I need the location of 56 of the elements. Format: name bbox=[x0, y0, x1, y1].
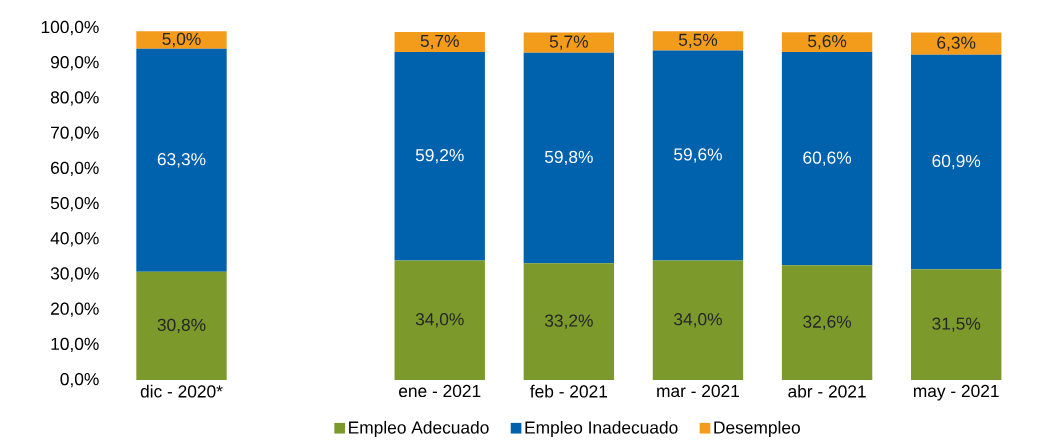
data-label: 5,7% bbox=[549, 35, 588, 50]
y-tick-label: 40,0% bbox=[50, 232, 99, 247]
bar bbox=[394, 31, 485, 52]
bar bbox=[136, 48, 227, 272]
data-label: 5,7% bbox=[420, 34, 459, 49]
bar bbox=[394, 260, 485, 381]
x-tick-label: dic - 2020* bbox=[140, 384, 223, 398]
data-label: 30,8% bbox=[157, 318, 206, 333]
data-label: 5,0% bbox=[162, 32, 201, 48]
data-label: 59,6% bbox=[674, 148, 722, 163]
data-label: 59,2% bbox=[415, 148, 464, 164]
bar bbox=[652, 50, 744, 261]
legend-label: Empleo Adecuado bbox=[349, 420, 489, 438]
y-tick-label: 60,0% bbox=[51, 161, 99, 176]
data-label: 31,5% bbox=[932, 317, 981, 332]
data-label: 59,8% bbox=[544, 150, 593, 166]
bar bbox=[781, 51, 873, 266]
y-tick-label: 30,0% bbox=[50, 267, 99, 282]
y-tick-label: 0,0% bbox=[60, 372, 99, 388]
legend-label: Desempleo bbox=[714, 420, 800, 438]
bar bbox=[394, 51, 485, 261]
bar bbox=[911, 32, 1002, 55]
data-label: 34,0% bbox=[674, 313, 722, 328]
y-tick-label: 90,0% bbox=[50, 55, 99, 71]
data-label: 33,2% bbox=[544, 314, 593, 329]
data-label: 6,3% bbox=[937, 36, 976, 51]
y-tick-label: 50,0% bbox=[50, 196, 99, 212]
x-tick-label: mar - 2021 bbox=[657, 384, 740, 398]
bar bbox=[911, 54, 1002, 270]
bar bbox=[523, 32, 615, 53]
y-tick-label: 80,0% bbox=[50, 91, 99, 106]
x-tick-label: feb - 2021 bbox=[530, 384, 608, 398]
bar bbox=[781, 32, 873, 52]
x-tick-label: abr - 2021 bbox=[788, 384, 866, 398]
bar bbox=[136, 31, 227, 49]
bar bbox=[136, 271, 227, 381]
bar bbox=[523, 52, 615, 264]
data-label: 34,0% bbox=[415, 313, 464, 328]
legend-label: Empleo Inadecuado bbox=[525, 420, 678, 438]
bar bbox=[652, 31, 744, 51]
x-tick-label: may - 2021 bbox=[913, 384, 999, 401]
data-label: 32,6% bbox=[803, 315, 852, 330]
y-tick-label: 70,0% bbox=[51, 126, 99, 141]
bar bbox=[523, 263, 615, 381]
y-tick-label: 100,0% bbox=[41, 20, 99, 36]
data-label: 60,6% bbox=[803, 151, 852, 166]
data-label: 5,5% bbox=[678, 33, 718, 48]
data-label: 60,9% bbox=[932, 154, 981, 170]
y-tick-label: 20,0% bbox=[51, 302, 99, 317]
bar bbox=[911, 269, 1002, 381]
data-label: 5,6% bbox=[808, 34, 847, 50]
y-tick-label: 10,0% bbox=[51, 337, 99, 353]
data-label: 63,3% bbox=[157, 152, 206, 168]
bar bbox=[652, 260, 744, 381]
bar bbox=[781, 265, 873, 381]
x-tick-label: ene - 2021 bbox=[399, 384, 481, 398]
